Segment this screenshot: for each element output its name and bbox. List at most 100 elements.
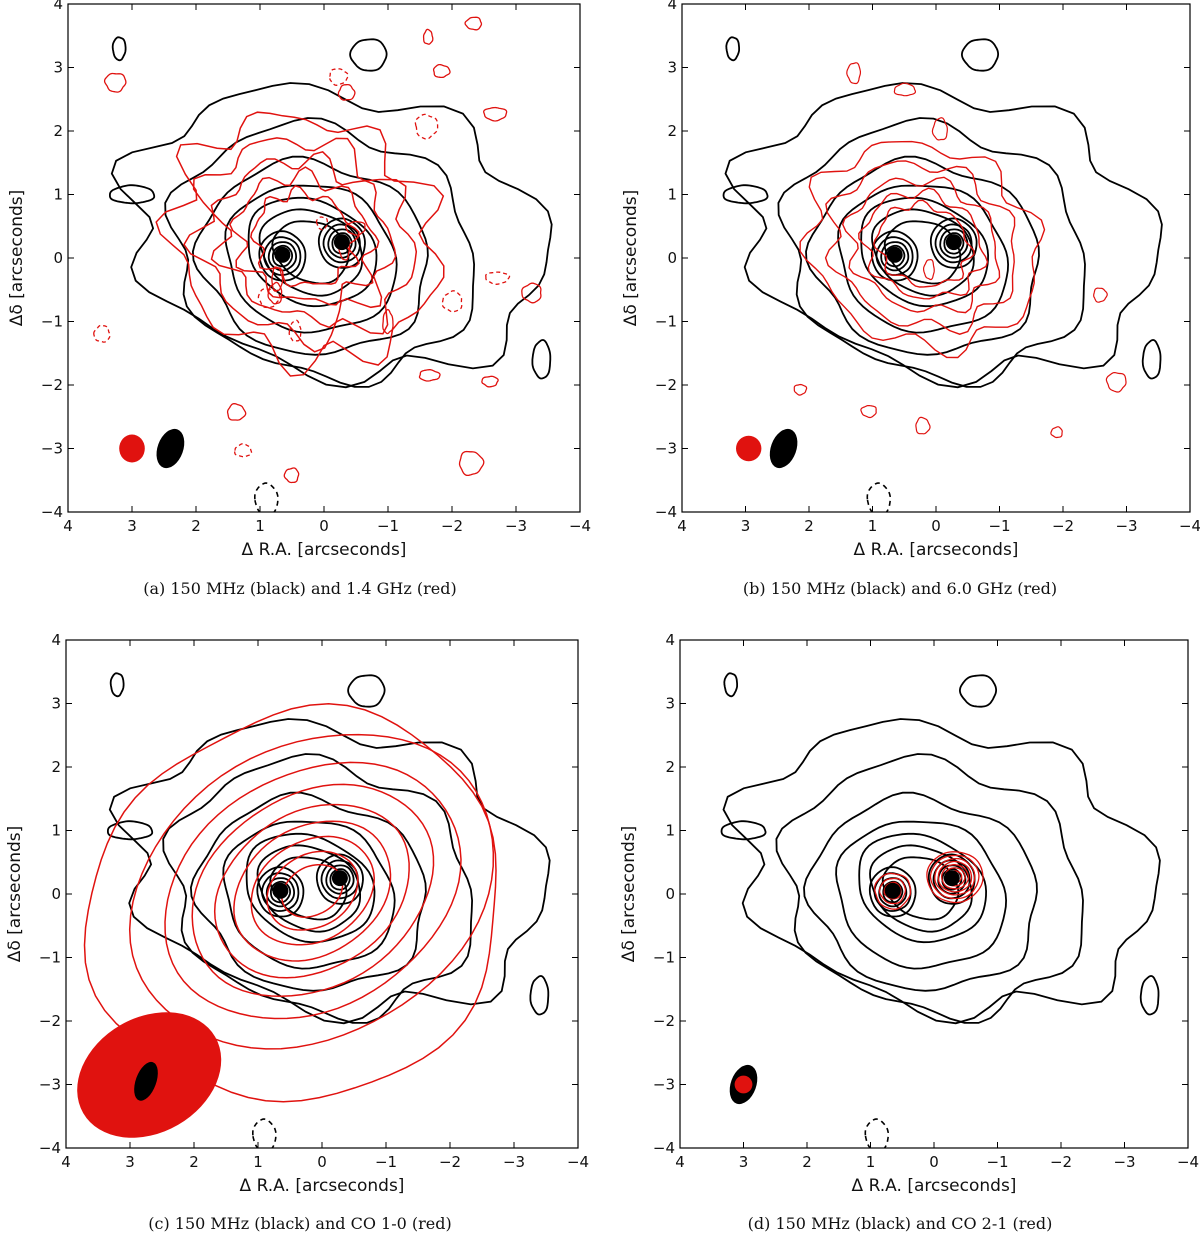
panel-d-ytick-label: −2 [653,1012,675,1030]
panel-b-black-contour-2 [777,117,1086,388]
panel-a-red-contour-3 [229,166,380,306]
panel-b-ytick-label: 1 [667,186,677,204]
panel-d-xtick-label: 1 [866,1153,876,1171]
panel-a-ytick-label: 3 [53,59,63,77]
panel-c-ytick-label: −4 [39,1139,61,1157]
panel-a-red-noise-14 [521,282,542,304]
panel-c-black-contour-core-0 [245,832,376,944]
panel-c-black-nucleus-0-ring-3 [270,880,291,904]
panel-a-ylabel: Δδ [arcseconds] [7,190,27,327]
panel-c-ytick-label: 1 [51,822,61,840]
caption-b: (b) 150 MHz (black) and 6.0 GHz (red) [742,579,1058,598]
panel-a-xtick-label: −3 [505,517,527,535]
panel-b-red-noise-2 [1050,426,1063,439]
panel-c-ytick-label: −2 [39,1012,61,1030]
panel-a-ytick-label: −2 [41,376,63,394]
panel-c-black-nucleus-1-ring-0 [315,853,364,905]
panel-c-xtick-label: 3 [125,1153,135,1171]
panel-c-xlabel: Δ R.A. [arcseconds] [240,1176,405,1196]
panel-a-black-blob-0 [111,36,127,62]
panel-a-ytick-label: 2 [53,122,63,140]
panel-b-ytick-label: −1 [655,313,677,331]
caption-c: (c) 150 MHz (black) and CO 1-0 (red) [148,1214,452,1233]
panel-b-xtick-label: −4 [1179,517,1200,535]
panel-a-black-nucleus-1-ring-3 [331,232,353,255]
panel-a-black-blob-1 [349,38,388,72]
panel-a-ytick-label: −4 [41,503,63,521]
panel-d-beam-red [734,1075,753,1094]
panel-b-beam-red [736,435,762,462]
panel-d-xtick-label: −1 [986,1153,1008,1171]
panel-a-xtick-label: 1 [255,517,265,535]
panel-b-red-noise-7 [860,405,877,419]
panel-d-ytick-label: −3 [653,1076,675,1094]
panel-a-red-noise-23 [271,266,284,292]
panel-b-red-contour-3 [858,187,989,300]
panel-a-xtick-label: −2 [441,517,463,535]
panel-b-black-blob-0 [725,36,740,62]
panel-b-red-noise-6 [793,383,808,396]
panel-a-red-noise-5 [458,450,485,477]
panel-b-black-nucleus-0-ring-0 [870,230,919,282]
panel-c-black-contour-outer [108,718,551,1025]
panel-a-nucleus-marker-0 [274,246,291,263]
panel-a-xtick-label: 0 [319,517,329,535]
panel-b-black-nucleus-1-ring-1 [934,223,973,264]
panel-b-red-noise-4 [915,416,931,435]
panel-d-xtick-label: 4 [675,1153,685,1171]
panel-a-xtick-label: −4 [569,517,591,535]
panel-c-red-contour-1 [128,733,495,1050]
panel-d-black-blob-1 [958,674,997,708]
panel-d-nucleus-marker-0 [884,882,901,899]
panel-d-ytick-label: 0 [665,885,675,903]
panel-c-xtick-label: −1 [375,1153,397,1171]
panel-d-nucleus-marker-1 [943,870,960,887]
panel-b-black-contour-core-2 [883,220,962,285]
panel-c-black-blob-0 [109,672,125,698]
panel-b-ylabel: Δδ [arcseconds] [621,190,641,327]
panel-b-red-noise-9 [931,117,948,141]
panel-a-ytick-label: −1 [41,313,63,331]
panel-a-red-noise-9 [288,319,302,342]
panel-d-black-nucleus-0-ring-3 [882,880,904,904]
panel-c-black-contour-core-1 [256,844,361,933]
panel-d-xlabel: Δ R.A. [arcseconds] [852,1176,1017,1196]
panel-a-black-contour-outer [110,82,553,389]
panel-a-ytick-label: 4 [53,0,63,13]
panel-a-black-blob-3 [109,184,156,205]
caption-d: (d) 150 MHz (black) and CO 2-1 (red) [747,1214,1053,1233]
panel-b-red-contour-1 [824,160,1016,335]
panel-a-beam-black [156,428,185,469]
panel-b-black-nucleus-0-ring-2 [880,241,910,272]
panel-b-black-contour-4 [837,184,1010,334]
panel-b-ytick-label: −2 [655,376,677,394]
panel-a-contours [93,16,553,512]
panel-d-red-contour-east-0 [926,851,984,904]
panel-d-ytick-label: −4 [653,1139,675,1157]
panel-b-nucleus-marker-1 [945,234,962,251]
panel-a-black-contour-core-0 [247,196,378,308]
panel-a-black-contour-3 [191,155,429,356]
panel-b-xtick-label: −2 [1052,517,1074,535]
panel-b-red-noise-3 [893,82,916,97]
panel-b-black-contour-3 [805,155,1040,356]
caption-a: (a) 150 MHz (black) and 1.4 GHz (red) [143,579,457,598]
panel-b-xtick-label: −1 [988,517,1010,535]
panel-b-black-contour-outer [724,82,1163,389]
panel-c-xtick-label: 0 [317,1153,327,1171]
panel-d-xtick-label: −4 [1177,1153,1199,1171]
panel-d-black-negative-contour [864,1118,890,1148]
panel-d-red-contour-east-4 [941,864,970,890]
panel-c-ytick-label: 4 [51,631,61,649]
panel-a-black-negative-contour [254,482,279,512]
panel-b-ytick-label: 2 [667,122,677,140]
panel-b-ytick-label: −4 [655,503,677,521]
panel-d-red-contour-west-0 [873,872,912,910]
panel-c-black-negative-contour [252,1118,277,1148]
panel-a-red-contour-1 [183,137,418,353]
